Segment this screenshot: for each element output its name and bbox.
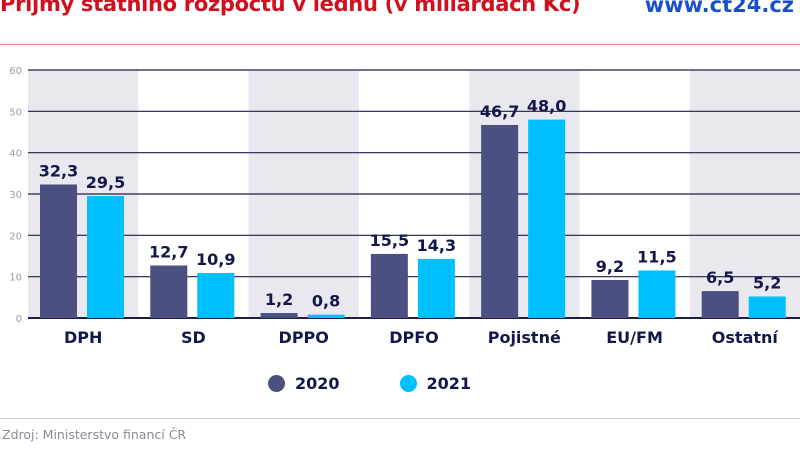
x-tick-label: DPH	[64, 328, 102, 347]
legend-item-2020: 2020	[268, 374, 340, 393]
data-label: 29,5	[86, 173, 125, 192]
y-tick-label: 0	[16, 314, 22, 325]
y-tick-label: 20	[9, 231, 22, 242]
x-tick-label: SD	[181, 328, 206, 347]
y-tick-label: 30	[9, 190, 22, 201]
legend-swatch-2021	[399, 375, 417, 392]
bar-2020-eu/fm	[591, 279, 629, 318]
data-label: 32,3	[39, 161, 78, 180]
x-tick-label: EU/FM	[606, 328, 663, 347]
bar-2020-pojistné	[481, 124, 519, 319]
x-tick-label: DPFO	[389, 328, 439, 347]
y-tick-label: 10	[9, 273, 22, 284]
bar-2021-dpfo	[417, 258, 455, 318]
data-label: 11,5	[637, 247, 676, 266]
data-label: 5,2	[753, 274, 781, 293]
bar-2020-dph	[40, 184, 77, 318]
bar-2021-dph	[87, 196, 124, 318]
legend-item-2021: 2021	[399, 374, 472, 393]
bar-2021-pojistné	[528, 119, 566, 318]
data-label: 10,9	[196, 250, 235, 269]
bar-2021-eu/fm	[638, 270, 676, 318]
chart-title: Příjmy státního rozpočtu v lednu (v mili…	[0, 0, 581, 16]
data-label: 12,7	[149, 243, 188, 262]
footer-divider	[0, 418, 800, 419]
bar-2021-sd	[197, 272, 235, 318]
data-label: 9,2	[596, 257, 624, 276]
legend-label-2020: 2020	[295, 374, 340, 393]
x-tick-label: Ostatní	[712, 328, 780, 347]
legend-swatch-2020	[268, 375, 285, 392]
y-tick-label: 40	[9, 149, 22, 160]
bar-2020-ostatní	[701, 291, 739, 318]
site-link[interactable]: www.ct24.cz	[644, 0, 794, 17]
bar-2021-ostatní	[748, 296, 786, 318]
x-tick-label: DPPO	[279, 328, 329, 347]
title-divider	[0, 44, 800, 45]
data-label: 6,5	[706, 268, 734, 287]
data-label: 15,5	[370, 231, 409, 250]
data-label: 48,0	[527, 97, 566, 116]
x-tick-label: Pojistné	[488, 328, 561, 347]
bar-2021-dppo	[307, 314, 345, 318]
source-note: Zdroj: Ministerstvo financí ČR	[2, 427, 187, 442]
legend: 2020 2021	[268, 374, 471, 393]
y-tick-label: 60	[9, 66, 22, 77]
legend-label-2021: 2021	[426, 374, 472, 393]
y-tick-label: 50	[9, 107, 22, 118]
data-label: 14,3	[417, 236, 456, 255]
data-label: 0,8	[312, 292, 340, 311]
bar-2020-sd	[150, 265, 188, 318]
bar-2020-dppo	[260, 313, 298, 318]
bar-2020-dpfo	[370, 253, 408, 318]
data-label: 1,2	[265, 290, 293, 309]
data-label: 46,7	[480, 102, 519, 121]
bar-chart: 0 10 20 30 40 50 60 32,3 12,7 1,2 15,5 46,7 9,2 6,5 29…	[9, 66, 800, 347]
